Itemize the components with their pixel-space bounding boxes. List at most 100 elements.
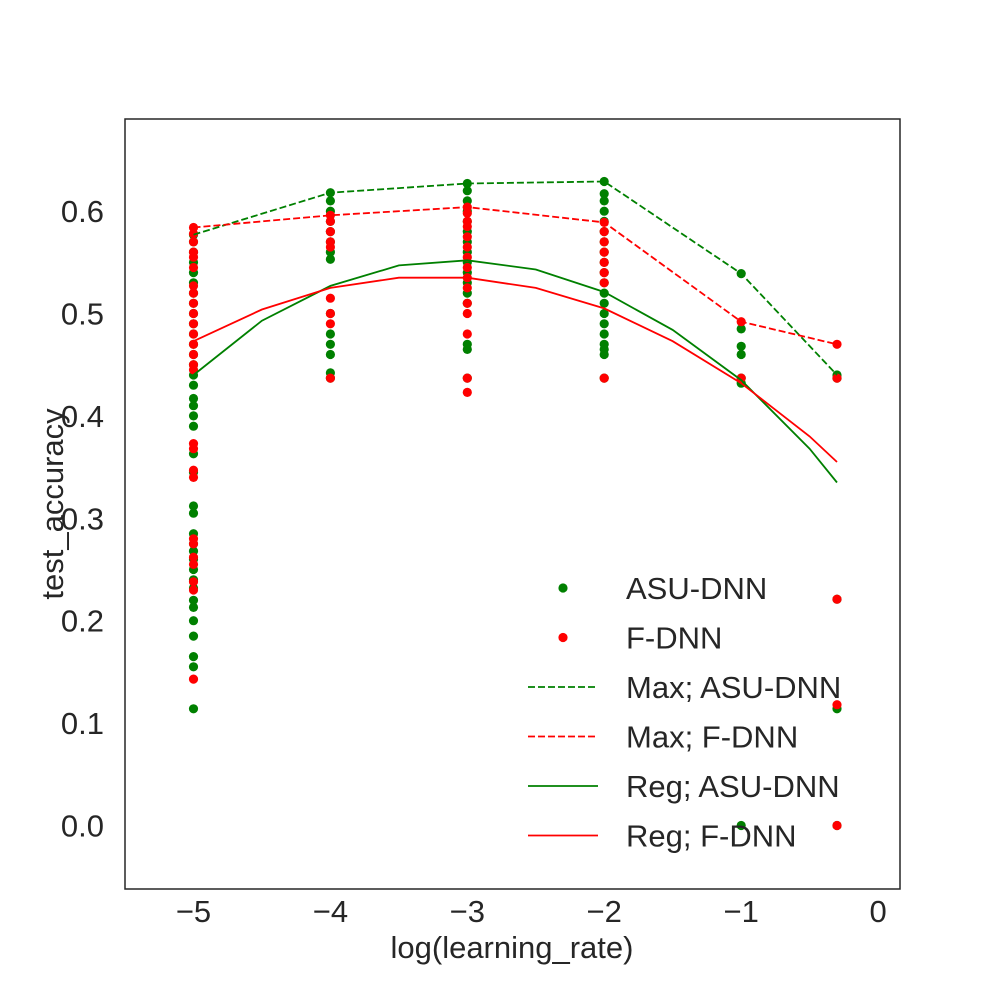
x-tick-label: −3 (450, 894, 485, 929)
point-f-dnn (325, 319, 335, 329)
point-asu-dnn (599, 206, 609, 216)
point-f-dnn (599, 257, 609, 267)
point-f-dnn (462, 242, 472, 252)
point-asu-dnn (188, 401, 199, 411)
point-asu-dnn (188, 380, 199, 390)
legend-label-asu-dnn: ASU-DNN (626, 571, 767, 606)
y-tick-label: 0.1 (61, 706, 104, 741)
point-f-dnn (462, 262, 472, 273)
point-f-dnn (599, 278, 609, 288)
point-f-dnn (832, 373, 842, 383)
point-f-dnn (188, 339, 199, 349)
point-f-dnn (188, 349, 199, 360)
point-asu-dnn (188, 411, 199, 421)
point-asu-dnn (188, 631, 199, 641)
point-f-dnn (325, 373, 335, 383)
point-asu-dnn (462, 186, 472, 196)
point-asu-dnn (188, 652, 199, 662)
point-asu-dnn (599, 319, 609, 329)
point-f-dnn (188, 577, 199, 587)
point-f-dnn (325, 293, 335, 303)
point-f-dnn (736, 373, 746, 383)
line-reg-asu-dnn (192, 259, 838, 484)
point-f-dnn (462, 221, 472, 232)
point-asu-dnn (188, 616, 199, 626)
point-asu-dnn (599, 189, 609, 199)
point-f-dnn (188, 252, 199, 262)
point-f-dnn (832, 339, 842, 349)
point-asu-dnn (325, 349, 335, 360)
point-f-dnn (325, 242, 335, 252)
point-f-dnn (599, 237, 609, 247)
point-f-dnn (188, 539, 199, 549)
point-asu-dnn (325, 339, 335, 349)
point-asu-dnn (736, 820, 746, 831)
point-f-dnn (188, 262, 199, 273)
point-f-dnn (462, 329, 472, 339)
point-f-dnn (462, 208, 472, 218)
point-f-dnn (462, 373, 472, 383)
point-f-dnn (462, 252, 472, 262)
point-f-dnn (462, 232, 472, 242)
point-f-dnn (462, 283, 472, 293)
line-reg-f-dnn (193, 276, 838, 463)
point-f-dnn (188, 674, 199, 684)
point-asu-dnn (188, 602, 199, 613)
point-f-dnn (599, 268, 609, 278)
line-max-asu-dnn (193, 180, 838, 376)
legend: ASU-DNN F-DNN Max; ASU-DNN Max; F-DNN Reg; A… (528, 571, 841, 854)
point-asu-dnn (599, 196, 609, 206)
point-asu-dnn (599, 308, 609, 319)
point-f-dnn (188, 472, 199, 482)
point-f-dnn (188, 237, 199, 247)
point-f-dnn (599, 247, 609, 257)
y-tick-label: 0.2 (61, 604, 104, 639)
point-f-dnn (325, 227, 335, 237)
x-tick-label: 0 (869, 894, 886, 929)
point-asu-dnn (599, 349, 609, 360)
legend-label-reg-asu-dnn: Reg; ASU-DNN (626, 769, 840, 804)
legend-label-reg-f-dnn: Reg; F-DNN (626, 819, 797, 854)
legend-label-max-asu-dnn: Max; ASU-DNN (626, 670, 841, 705)
point-f-dnn (832, 700, 842, 710)
point-asu-dnn (736, 341, 746, 351)
point-asu-dnn (736, 349, 746, 360)
legend-marker-f-dnn (558, 632, 568, 643)
point-f-dnn (599, 373, 609, 383)
point-asu-dnn (599, 298, 609, 308)
point-asu-dnn (188, 662, 199, 672)
point-f-dnn (462, 387, 472, 397)
legend-label-max-f-dnn: Max; F-DNN (626, 720, 798, 755)
legend-label-f-dnn: F-DNN (626, 621, 722, 656)
point-f-dnn (188, 319, 199, 329)
x-tick-label: −2 (587, 894, 622, 929)
point-f-dnn (188, 329, 199, 339)
point-f-dnn (325, 308, 335, 319)
point-asu-dnn (188, 421, 199, 431)
point-asu-dnn (188, 501, 199, 511)
point-asu-dnn (325, 196, 335, 206)
line-max-f-dnn (193, 206, 838, 346)
x-axis-label: log(learning_rate) (391, 930, 634, 965)
point-f-dnn (188, 585, 199, 595)
plot-frame (124, 118, 901, 890)
x-tick-label: −5 (176, 894, 211, 929)
y-axis-label: test_accuracy (35, 408, 70, 600)
point-asu-dnn (188, 508, 199, 518)
point-f-dnn (188, 465, 199, 475)
point-f-dnn (325, 216, 335, 226)
point-f-dnn (462, 298, 472, 308)
point-asu-dnn (325, 329, 335, 339)
point-f-dnn (188, 288, 199, 298)
x-tick-label: −1 (724, 894, 759, 929)
point-f-dnn (188, 444, 199, 454)
point-f-dnn (188, 552, 199, 562)
point-asu-dnn (325, 254, 335, 264)
y-tick-label: 0.5 (61, 297, 104, 332)
point-f-dnn (599, 227, 609, 237)
y-tick-label: 0.6 (61, 194, 104, 229)
x-tick-label: −4 (313, 894, 348, 929)
point-asu-dnn (462, 344, 472, 354)
